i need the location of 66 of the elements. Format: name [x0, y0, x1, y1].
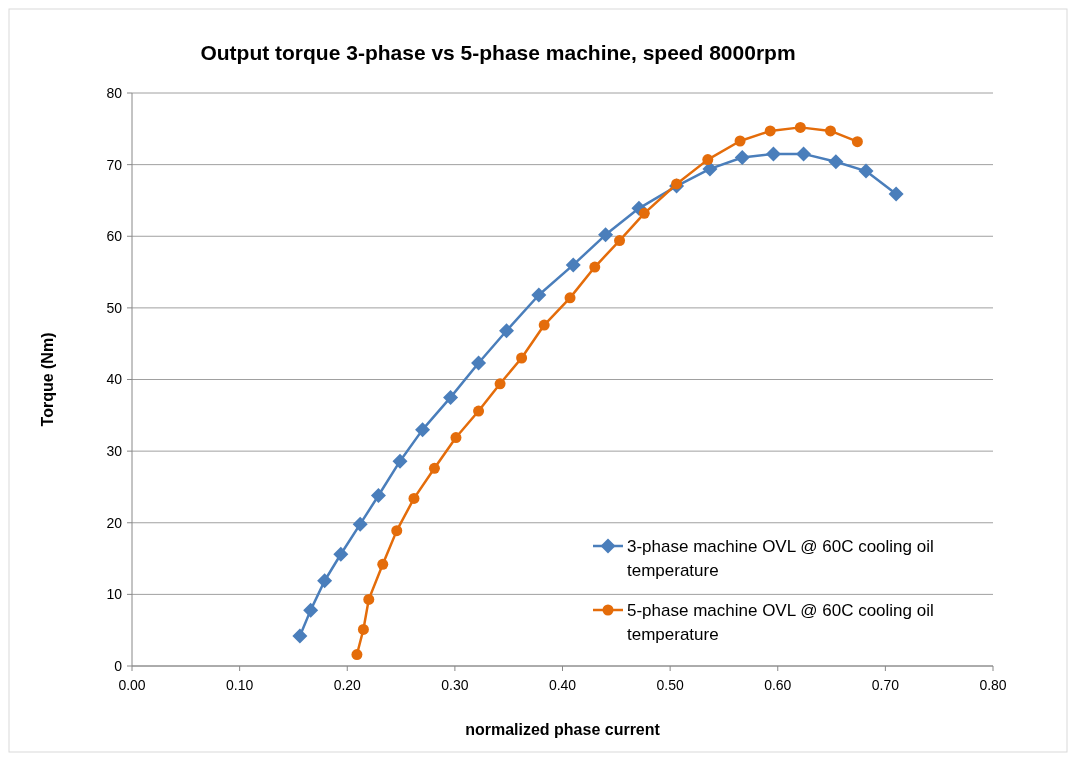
point — [473, 405, 485, 417]
point — [377, 558, 389, 570]
legend-label: 3-phase machine OVL @ 60C cooling oil temperature — [627, 536, 934, 580]
point — [516, 352, 528, 364]
point — [589, 261, 601, 273]
point — [292, 628, 308, 644]
point — [538, 319, 550, 331]
y-tick-label: 60 — [106, 228, 123, 245]
x-tick-label: 0.40 — [548, 677, 577, 693]
point — [392, 453, 408, 469]
point — [408, 492, 420, 504]
point — [702, 154, 714, 166]
y-tick-label: 10 — [106, 586, 123, 603]
point — [351, 649, 363, 661]
y-tick-label: 70 — [106, 156, 123, 173]
point — [565, 257, 581, 273]
point — [471, 355, 487, 371]
point — [352, 516, 368, 532]
point — [363, 593, 375, 605]
x-axis-title: normalized phase current — [465, 721, 661, 738]
x-tick-label: 0.60 — [764, 677, 792, 693]
point — [494, 378, 506, 390]
legend-label: 5-phase machine OVL @ 60C cooling oil temperature — [627, 600, 934, 644]
point — [317, 573, 333, 589]
y-tick-label: 30 — [106, 443, 123, 460]
x-tick-label: 0.00 — [118, 677, 146, 693]
point — [531, 287, 547, 303]
y-tick-label: 50 — [106, 299, 123, 316]
point — [499, 323, 515, 339]
point — [828, 154, 844, 170]
x-tick-label: 0.10 — [226, 677, 254, 693]
y-tick-label: 20 — [106, 514, 123, 531]
point — [564, 292, 576, 304]
point — [357, 623, 369, 635]
x-tick-label: 0.70 — [871, 677, 900, 693]
point — [614, 235, 626, 247]
point — [303, 602, 319, 618]
y-axis-title: Torque (Nm) — [39, 332, 56, 427]
point — [794, 121, 806, 133]
point — [824, 125, 836, 137]
point — [428, 462, 440, 474]
point — [734, 135, 746, 147]
x-tick-label: 0.20 — [333, 677, 362, 693]
point — [443, 389, 459, 405]
point — [851, 136, 863, 148]
point — [333, 546, 349, 562]
point — [450, 432, 462, 444]
x-tick-label: 0.30 — [441, 677, 469, 693]
point — [796, 146, 812, 162]
y-tick-label: 80 — [106, 84, 123, 101]
y-tick-label: 40 — [106, 371, 123, 388]
point — [858, 163, 874, 179]
point — [598, 227, 614, 243]
x-tick-label: 0.50 — [656, 677, 684, 693]
point — [370, 488, 386, 504]
point — [764, 125, 776, 137]
point — [638, 207, 650, 219]
point — [765, 146, 781, 162]
point — [415, 422, 431, 438]
point — [734, 149, 750, 165]
chart-title: Output torque 3-phase vs 5-phase machine, speed 8000rpm — [200, 41, 796, 64]
y-tick-label: 0 — [114, 657, 123, 674]
x-tick-label: 0.80 — [979, 677, 1007, 693]
point — [671, 178, 683, 190]
point — [391, 525, 403, 537]
point — [888, 186, 904, 202]
